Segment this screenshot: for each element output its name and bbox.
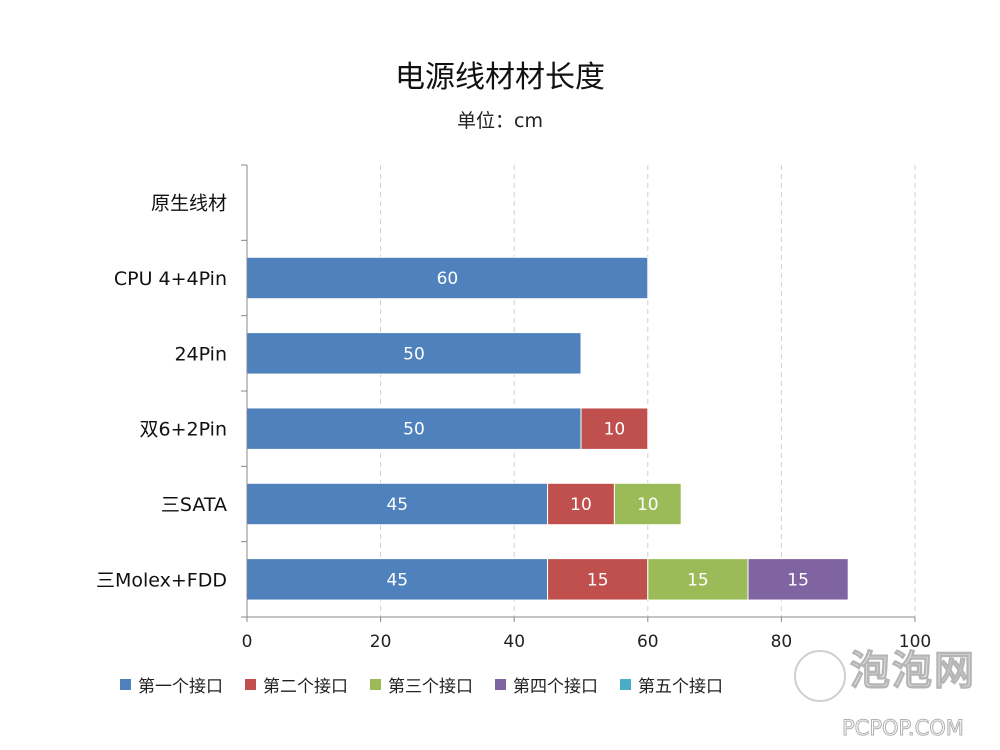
- chart-title: 电源线材材长度: [395, 60, 605, 95]
- bar-segment: [747, 558, 849, 601]
- bar-segment: [547, 558, 649, 601]
- bar-segment: [246, 558, 549, 601]
- y-category-label: CPU 4+4Pin: [114, 268, 227, 290]
- legend-swatch: [620, 679, 631, 690]
- watermark-logo: 泡泡网: [849, 646, 976, 694]
- y-category-label: 双6+2Pin: [140, 419, 227, 441]
- bar-segment: [580, 407, 649, 450]
- y-category-label: 24Pin: [174, 343, 227, 365]
- legend-item: 第四个接口: [495, 672, 598, 697]
- legend-swatch: [370, 679, 381, 690]
- bar-value-label: 15: [787, 570, 809, 590]
- y-category-label: 三SATA: [161, 494, 227, 516]
- bar-value-label: 45: [386, 570, 408, 590]
- bar-value-label: 10: [604, 420, 626, 440]
- watermark: 泡泡网 PCPOP.COM: [790, 636, 990, 746]
- legend-swatch: [120, 679, 131, 690]
- bar-segment: [547, 482, 615, 526]
- x-tick-label: 40: [503, 632, 525, 652]
- bar-value-label: 50: [403, 420, 425, 440]
- bar-value-label: 15: [587, 570, 609, 590]
- legend-label: 第二个接口: [263, 677, 348, 697]
- watermark-domain: PCPOP.COM: [842, 716, 965, 741]
- watermark-emblem-icon: [794, 650, 846, 702]
- legend-item: 第一个接口: [120, 672, 223, 697]
- bar-value-label: 50: [403, 344, 425, 364]
- legend-label: 第三个接口: [388, 677, 473, 697]
- x-tick-label: 80: [771, 632, 793, 652]
- legend-item: 第五个接口: [620, 672, 723, 697]
- x-tick-label: 0: [242, 632, 253, 652]
- bar-value-label: 10: [570, 495, 592, 515]
- legend: 第一个接口 第二个接口 第三个接口 第四个接口 第五个接口: [120, 672, 723, 697]
- legend-label: 第四个接口: [513, 677, 598, 697]
- legend-swatch: [245, 679, 256, 690]
- y-category-label: 三Molex+FDD: [96, 569, 227, 591]
- legend-swatch: [495, 679, 506, 690]
- bar-value-label: 15: [687, 570, 709, 590]
- legend-label: 第一个接口: [138, 677, 223, 697]
- legend-label: 第五个接口: [638, 677, 723, 697]
- legend-item: 第二个接口: [245, 672, 348, 697]
- bar-segment: [613, 482, 682, 526]
- legend-item: 第三个接口: [370, 672, 473, 697]
- bar-value-label: 60: [437, 269, 459, 289]
- x-tick-label: 60: [637, 632, 659, 652]
- chart-subtitle: 单位：cm: [457, 110, 543, 132]
- x-tick-label: 100: [899, 632, 931, 652]
- y-category-label: 原生线材: [151, 193, 227, 215]
- bar-segment: [246, 332, 582, 375]
- bar-value-label: 10: [637, 495, 659, 515]
- bar-value-label: 45: [386, 495, 408, 515]
- x-tick-label: 20: [370, 632, 392, 652]
